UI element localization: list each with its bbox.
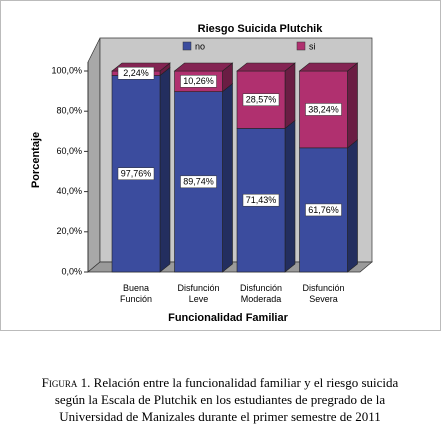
legend-swatch xyxy=(182,41,192,51)
y-tick-label: 80,0% xyxy=(56,106,82,116)
caption-label: Figura 1. xyxy=(42,375,91,390)
data-label-box xyxy=(180,75,217,88)
bar-side xyxy=(347,62,358,149)
y-axis-title: Porcentaje xyxy=(30,132,42,188)
data-label-box xyxy=(117,167,155,181)
caption-text: Relación entre la funcionalidad familiar… xyxy=(94,375,399,390)
data-label-box xyxy=(180,175,217,189)
data-label: 38,24% xyxy=(308,104,339,114)
data-label: 28,57% xyxy=(246,95,277,105)
x-tick-label-line: Leve xyxy=(189,294,209,304)
x-tick-label: Disfunción Moderada xyxy=(240,283,282,304)
x-tick-label: Disfunción Severa xyxy=(302,283,344,304)
bar-top xyxy=(298,62,359,72)
bar-side xyxy=(347,139,358,273)
data-label: 89,74% xyxy=(183,177,214,187)
data-label-box xyxy=(305,203,342,217)
legend-label: si xyxy=(309,41,316,51)
data-label: 97,76% xyxy=(121,169,152,179)
data-label: 61,76% xyxy=(308,205,339,215)
chart-title: Riesgo Suicida Plutchik xyxy=(198,23,324,35)
data-label-box xyxy=(242,93,280,106)
caption-line: según la Escala de Plutchik en los estud… xyxy=(55,392,386,407)
bar-top xyxy=(173,62,234,72)
bar-top xyxy=(236,62,296,72)
x-tick-label-line: Disfunción xyxy=(240,283,282,293)
x-tick-label-line: Función xyxy=(120,294,152,304)
side-wall xyxy=(87,37,101,273)
legend-label: no xyxy=(195,41,205,51)
y-tick-label: 20,0% xyxy=(56,226,82,236)
data-label-box xyxy=(242,193,280,207)
y-tick-label: 60,0% xyxy=(56,146,82,156)
caption-line: Figura 1. Relación entre la funcionalida… xyxy=(42,375,399,390)
x-tick-label-line: Disfunción xyxy=(177,283,219,293)
legend-swatch xyxy=(296,41,306,51)
data-label: 71,43% xyxy=(246,195,277,205)
y-tick-label: 100,0% xyxy=(51,65,82,75)
bar-side xyxy=(159,66,171,273)
y-tick-label: 40,0% xyxy=(56,186,82,196)
x-tick-label-line: Moderada xyxy=(241,294,282,304)
data-label: 2,24% xyxy=(123,68,149,78)
x-tick-label-line: Buena xyxy=(123,283,149,293)
x-axis-title: Funcionalidad Familiar xyxy=(168,312,289,324)
y-tick-label: 0,0% xyxy=(61,266,82,276)
caption-line: Universidad de Manizales durante el prim… xyxy=(59,409,381,424)
data-label-box xyxy=(305,103,342,116)
bar-side xyxy=(284,62,296,130)
data-label: 10,26% xyxy=(183,76,214,86)
x-tick-label: Buena Función xyxy=(120,283,152,304)
x-tick-label: Disfunción Leve xyxy=(177,283,219,304)
bar-side xyxy=(284,119,296,273)
x-tick-label-line: Severa xyxy=(309,294,338,304)
bar-side xyxy=(222,82,233,273)
x-tick-label-line: Disfunción xyxy=(302,283,344,293)
data-label-box xyxy=(117,67,155,80)
